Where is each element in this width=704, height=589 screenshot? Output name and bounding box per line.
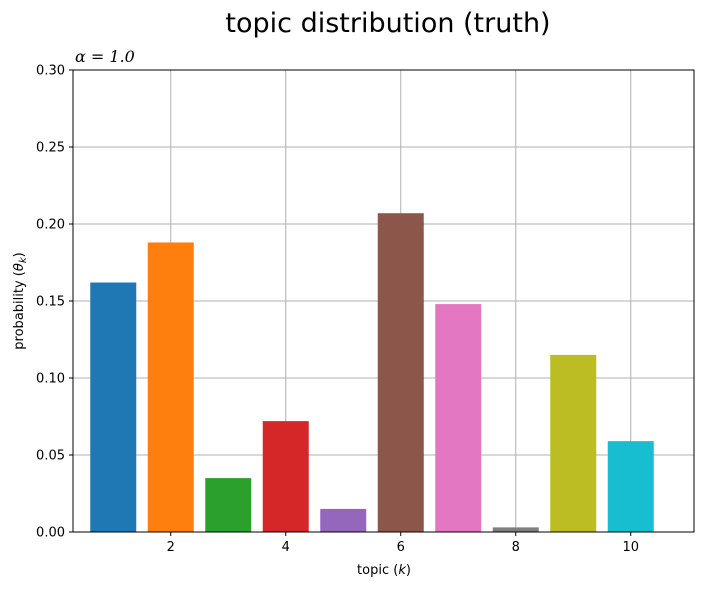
bar-topic-5 — [320, 508, 367, 532]
x-tick-label: 6 — [397, 540, 405, 555]
y-tick-label: 0.25 — [36, 141, 65, 156]
chart-title: topic distribution (truth) — [225, 8, 550, 39]
y-tick-label: 0.00 — [36, 526, 65, 541]
bar-topic-1 — [90, 282, 137, 532]
y-axis-label: probability (θk) — [12, 252, 29, 349]
x-tick-label: 2 — [167, 540, 175, 555]
y-tick-label: 0.30 — [36, 64, 65, 79]
y-axis-label-subscript: k — [18, 256, 29, 263]
bar-topic-6 — [377, 213, 424, 532]
x-axis-label: topic (k) — [357, 563, 411, 578]
bar-topic-3 — [205, 478, 252, 532]
bar-topic-9 — [550, 354, 597, 532]
y-tick-label: 0.05 — [36, 449, 65, 464]
chart-subtitle: α = 1.0 — [75, 47, 135, 66]
y-axis-label-close: ) — [12, 252, 27, 257]
ticks-layer: 2 4 6 8 10 0.00 0.05 0.10 0.15 0.20 0.25 0.30 — [36, 64, 639, 556]
bars-layer — [90, 213, 654, 533]
x-tick-label: 8 — [512, 540, 520, 555]
bar-topic-10 — [607, 441, 654, 532]
y-tick-label: 0.10 — [36, 372, 65, 387]
y-tick-label: 0.15 — [36, 295, 65, 310]
bar-topic-7 — [435, 304, 482, 532]
x-axis-label-k: k — [398, 563, 406, 578]
bar-topic-2 — [147, 242, 194, 533]
bar-topic-4 — [262, 421, 309, 532]
x-tick-label: 4 — [282, 540, 290, 555]
bar-topic-8 — [492, 527, 539, 532]
y-tick-label: 0.20 — [36, 218, 65, 233]
x-tick-label: 10 — [622, 540, 639, 555]
y-axis-label-theta: θ — [12, 263, 27, 271]
